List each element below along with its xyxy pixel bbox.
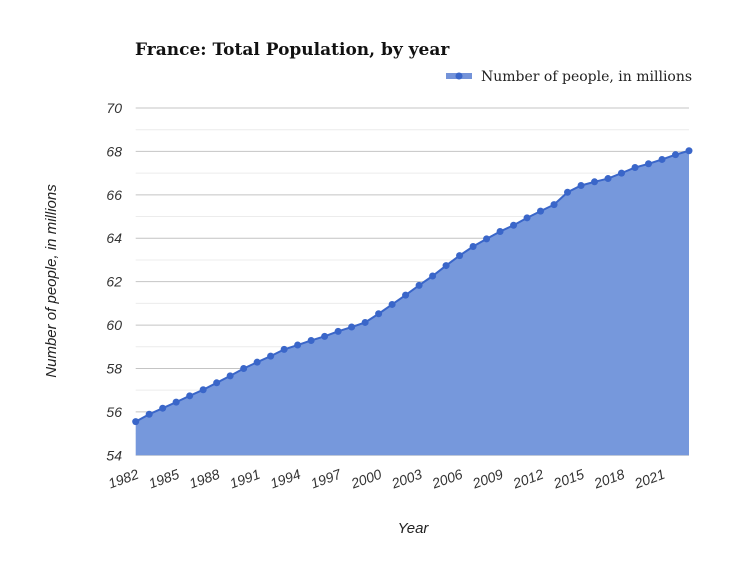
x-tick-label: 2003 (388, 466, 424, 492)
x-tick-label: 2009 (469, 466, 505, 492)
x-tick-label: 1994 (268, 466, 303, 492)
data-point-2000 (375, 310, 383, 318)
legend-label: Number of people, in millions (481, 69, 692, 85)
data-point-2003 (415, 281, 423, 289)
y-tick-label: 60 (106, 317, 122, 333)
data-point-1984 (159, 404, 167, 412)
data-point-2009 (496, 228, 504, 236)
chart-title: France: Total Population, by year (135, 40, 450, 60)
legend: Number of people, in millions (446, 69, 692, 85)
x-tick-label: 1997 (308, 465, 344, 491)
x-tick-label: 1988 (187, 466, 222, 492)
data-point-2008 (483, 235, 491, 243)
data-point-2016 (591, 178, 599, 186)
data-point-1998 (348, 323, 356, 331)
data-point-2012 (537, 207, 545, 215)
data-point-2005 (442, 262, 450, 270)
data-point-1982 (132, 418, 140, 426)
data-point-2023 (685, 147, 693, 155)
data-point-2021 (658, 155, 666, 163)
y-tick-label: 58 (106, 360, 122, 376)
data-point-2014 (564, 188, 572, 196)
x-tick-label: 2000 (348, 466, 384, 492)
x-axis-title: Year (398, 520, 430, 537)
x-tick-label: 2018 (591, 466, 627, 492)
data-point-1995 (307, 336, 315, 344)
y-tick-label: 56 (106, 404, 122, 420)
x-tick-label: 1982 (106, 466, 141, 492)
data-point-2015 (577, 181, 585, 189)
area-fill (135, 150, 689, 456)
data-point-1990 (240, 364, 248, 372)
data-point-2001 (388, 300, 396, 308)
y-tick-label: 66 (106, 187, 122, 203)
data-point-1997 (334, 327, 342, 335)
data-point-2011 (523, 214, 531, 222)
data-point-2007 (469, 242, 477, 250)
data-point-1996 (321, 332, 329, 340)
data-point-2013 (550, 201, 558, 209)
x-tick-label: 1991 (227, 466, 262, 492)
legend-dot-marker (455, 72, 463, 80)
data-point-1986 (186, 392, 194, 400)
data-point-2004 (429, 272, 437, 280)
data-point-2018 (618, 169, 626, 177)
x-tick-label: 2006 (429, 466, 465, 492)
data-point-1993 (280, 345, 288, 353)
x-axis-ticks: 1982 1985 1988 1991 1994 1997 2000 2003 2006 2009… (106, 465, 667, 491)
data-point-2006 (456, 252, 464, 260)
data-point-1983 (145, 410, 153, 418)
data-point-2017 (604, 175, 612, 183)
data-point-2010 (510, 221, 518, 229)
x-tick-label: 2015 (550, 466, 586, 492)
y-axis-ticks: 54 56 58 60 62 64 66 68 70 (106, 100, 122, 463)
plot-area (132, 147, 693, 456)
data-point-1999 (361, 318, 369, 326)
data-point-1991 (253, 358, 261, 366)
data-point-2020 (645, 160, 653, 168)
data-point-1985 (172, 398, 180, 406)
data-point-1988 (213, 379, 221, 387)
y-axis-title: Number of people, in millions (43, 184, 60, 378)
data-point-1989 (226, 372, 234, 380)
data-point-1994 (294, 341, 302, 349)
data-point-1992 (267, 352, 275, 360)
x-tick-label: 2021 (631, 466, 667, 492)
y-tick-label: 62 (106, 274, 122, 290)
x-tick-label: 2012 (510, 466, 546, 492)
y-tick-label: 54 (106, 447, 122, 463)
y-tick-label: 70 (106, 100, 122, 116)
y-tick-label: 68 (106, 143, 122, 159)
data-point-2002 (402, 291, 410, 299)
x-tick-label: 1985 (146, 466, 181, 492)
data-point-2019 (631, 163, 639, 171)
y-tick-label: 64 (106, 230, 122, 246)
data-point-2022 (672, 151, 680, 159)
data-point-1987 (199, 386, 207, 394)
